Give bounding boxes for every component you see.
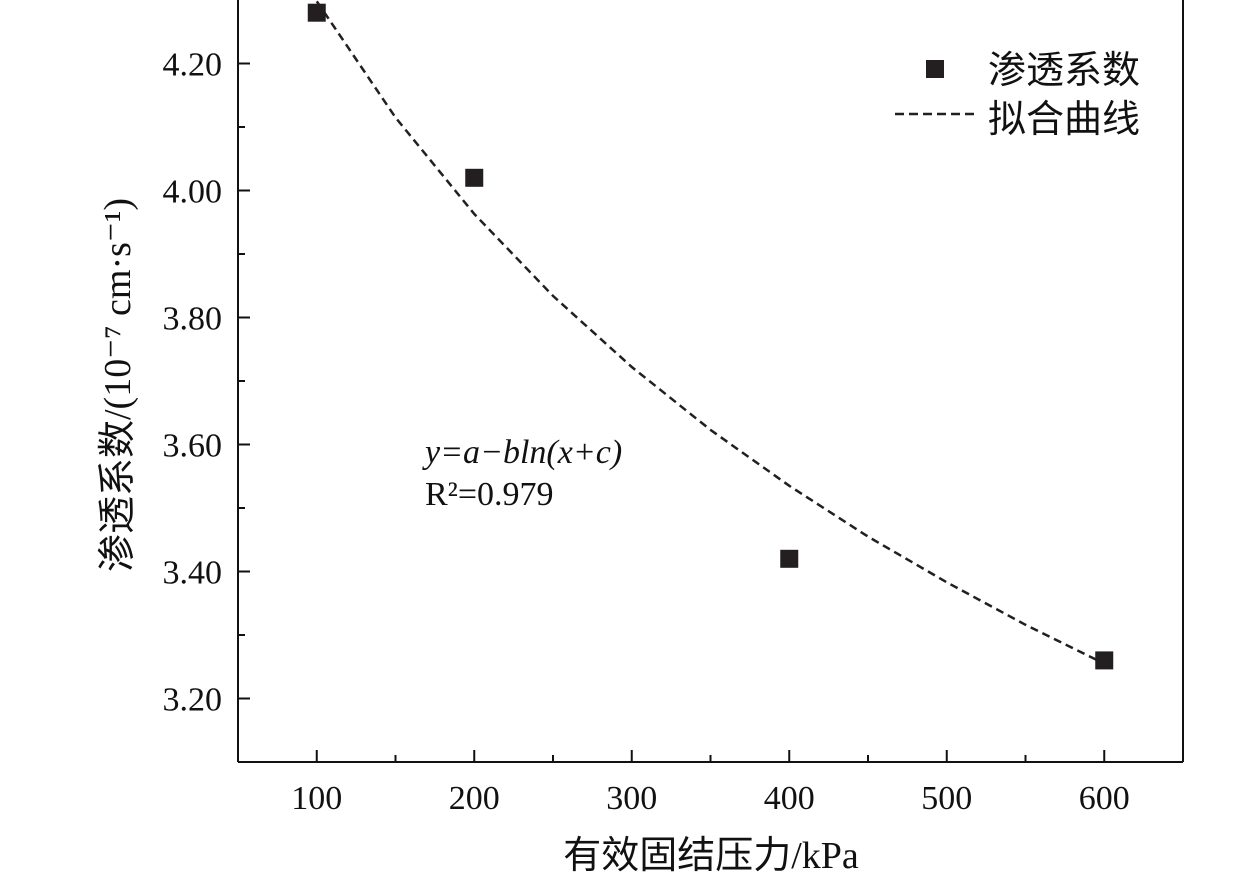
- data-point: [780, 549, 799, 568]
- data-point: [1095, 651, 1114, 670]
- x-tick-label: 100: [291, 780, 342, 817]
- scatter-points-layer: [307, 3, 1114, 670]
- legend-label-scatter: 渗透系数: [988, 50, 1140, 92]
- x-tick-label: 300: [606, 780, 657, 817]
- data-point: [307, 3, 326, 22]
- fit-r-squared: R²=0.979: [425, 476, 554, 513]
- x-tick-label: 400: [764, 780, 815, 817]
- legend-label-fit: 拟合曲线: [988, 99, 1140, 141]
- x-axis-ticks: 100 200 300 400 500 600: [237, 750, 1184, 817]
- fit-equation: y=a−bln(x+c): [422, 434, 622, 471]
- x-axis-title: 有效固结压力/kPa: [563, 835, 859, 877]
- data-point: [465, 168, 484, 187]
- y-tick-label: 4.00: [163, 174, 223, 211]
- x-tick-label: 500: [921, 780, 972, 817]
- x-tick-label: 600: [1079, 780, 1130, 817]
- y-axis-ticks: 3.20 3.40 3.60 3.80 4.00 4.20: [163, 47, 250, 763]
- y-tick-label: 3.60: [163, 428, 223, 465]
- y-axis-title: 渗透系数/(10⁻⁷ cm·s⁻¹): [97, 198, 139, 572]
- legend: 渗透系数 拟合曲线: [895, 50, 1140, 141]
- y-tick-label: 3.80: [163, 301, 223, 338]
- legend-marker-square: [926, 60, 944, 78]
- y-tick-label: 4.20: [163, 47, 223, 84]
- x-tick-label: 200: [449, 780, 500, 817]
- fit-curve-layer: [315, 0, 1105, 665]
- y-tick-label: 3.20: [163, 682, 223, 719]
- fit-annotation: y=a−bln(x+c) R²=0.979: [422, 434, 622, 513]
- y-tick-label: 3.40: [163, 555, 223, 592]
- fit-curve: [315, 0, 1105, 665]
